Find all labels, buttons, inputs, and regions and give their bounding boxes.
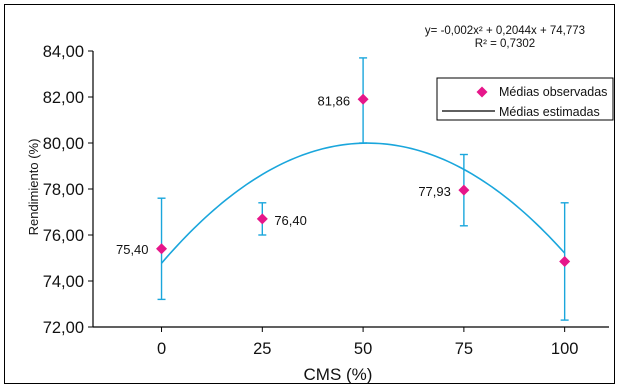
x-tick-label: 25 <box>253 340 271 358</box>
y-axis-label: Rendimiento (%) <box>26 139 41 236</box>
y-tick-label: 82,00 <box>43 89 84 107</box>
equation-text: y= -0,002x² + 0,2044x + 74,773 <box>425 25 585 37</box>
observed-points <box>156 93 571 267</box>
x-tick-label: 50 <box>354 340 372 358</box>
y-tick-label: 78,00 <box>43 181 84 199</box>
legend-box <box>436 77 614 121</box>
x-tick-label: 75 <box>455 340 473 358</box>
observed-point <box>156 243 168 255</box>
legend: Médias observadas Médias estimadas <box>436 77 614 121</box>
estimated-curve <box>160 142 566 264</box>
legend-diamond-marker <box>476 86 488 98</box>
x-tick-label: 0 <box>157 340 166 358</box>
data-label: 81,86 <box>318 93 351 108</box>
y-ticks: 72,00 74,00 76,00 78,00 80,00 82,00 84,00 <box>43 43 93 337</box>
y-tick-label: 72,00 <box>43 319 84 337</box>
legend-observed-label: Médias observadas <box>499 85 607 99</box>
x-ticks: 0 25 50 75 100 <box>157 327 578 358</box>
observed-point <box>458 184 470 196</box>
observed-point <box>256 213 268 225</box>
observed-point <box>559 255 571 267</box>
y-tick-label: 84,00 <box>43 43 84 61</box>
data-label: 77,93 <box>418 184 451 199</box>
observed-point <box>357 93 369 105</box>
x-axis-label: CMS (%) <box>304 365 373 384</box>
y-tick-label: 76,00 <box>43 227 84 245</box>
data-label: 76,40 <box>274 213 307 228</box>
chart-frame <box>4 4 615 384</box>
point-labels: 75,40 76,40 81,86 77,93 <box>116 93 451 256</box>
r-squared-text: R² = 0,7302 <box>475 38 535 50</box>
x-tick-label: 100 <box>551 340 579 358</box>
legend-estimated-label: Médias estimadas <box>499 105 600 119</box>
y-tick-label: 80,00 <box>43 135 84 153</box>
y-tick-label: 74,00 <box>43 273 84 291</box>
data-label: 75,40 <box>116 242 149 257</box>
